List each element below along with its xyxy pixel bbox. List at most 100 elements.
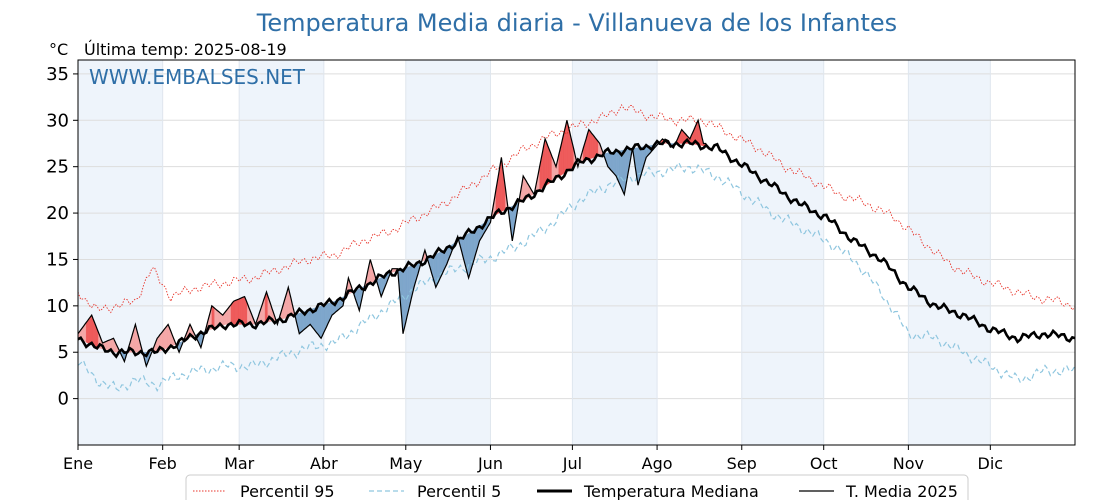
fill-above-median xyxy=(241,296,244,325)
fill-below-median xyxy=(322,304,325,336)
fill-below-median xyxy=(323,304,326,333)
fill-below-median xyxy=(320,305,323,339)
fill-below-median xyxy=(438,251,441,282)
x-tick-label-may: May xyxy=(389,454,422,473)
fill-below-median xyxy=(405,267,408,323)
fill-below-median xyxy=(318,306,320,338)
fill-below-median xyxy=(609,152,611,171)
fill-above-median xyxy=(87,318,90,344)
fill-above-median xyxy=(166,323,169,349)
fill-above-median xyxy=(228,305,230,325)
fill-above-median xyxy=(547,145,550,185)
fill-above-median xyxy=(565,120,568,173)
fill-below-median xyxy=(622,149,625,195)
x-tick-label-mar: Mar xyxy=(224,454,255,473)
series-line-p95 xyxy=(77,103,1076,314)
fill-above-median xyxy=(594,135,596,158)
unit-label: °C xyxy=(49,40,68,59)
fill-above-median xyxy=(84,321,87,343)
x-tick-label-jun: Jun xyxy=(477,454,503,473)
month-band-ene xyxy=(78,60,163,445)
x-axis: Ene Feb Mar Abr May Jun Jul Ago Sep Oct Nov Dic xyxy=(63,445,1003,473)
x-tick-label-oct: Oct xyxy=(810,454,838,473)
last-temp-label: Última temp: 2025-08-19 xyxy=(84,40,287,59)
fill-above-median xyxy=(243,296,245,325)
x-tick-label-ago: Ago xyxy=(642,454,673,473)
legend-box xyxy=(185,474,969,500)
legend-item-2025: T. Media 2025 xyxy=(799,482,958,500)
chart-title: Temperatura Media diaria - Villanueva de… xyxy=(256,9,897,37)
fill-above-median xyxy=(165,325,167,350)
fill-below-median xyxy=(615,150,618,180)
fill-below-median xyxy=(613,151,615,175)
series-line-media-2025 xyxy=(77,118,707,368)
x-tick-label-sep: Sep xyxy=(727,454,757,473)
fill-below-median xyxy=(611,151,614,174)
fill-below-median xyxy=(404,267,406,328)
fill-above-median xyxy=(588,128,591,160)
y-tick-label-25: 25 xyxy=(46,157,69,178)
x-tick-label-abr: Abr xyxy=(310,454,338,473)
y-tick-label-20: 20 xyxy=(46,203,69,224)
fill-below-median xyxy=(614,151,617,177)
fill-above-median xyxy=(107,339,110,351)
fill-above-median xyxy=(592,134,595,159)
fill-above-median xyxy=(163,327,166,350)
legend-label-2025: T. Media 2025 xyxy=(845,482,958,500)
month-bands xyxy=(78,60,991,445)
legend-label-median: Temperatura Mediana xyxy=(583,482,759,500)
x-tick-label-feb: Feb xyxy=(149,454,177,473)
fill-below-median xyxy=(299,312,301,335)
y-tick-label-15: 15 xyxy=(46,249,69,270)
y-axis: 0 5 10 15 20 25 30 35 xyxy=(46,64,78,410)
month-band-nov xyxy=(908,60,991,445)
y-tick-label-35: 35 xyxy=(46,64,69,85)
fill-above-median xyxy=(105,340,107,351)
fill-above-median xyxy=(213,306,215,329)
fill-above-median xyxy=(233,300,236,325)
month-band-jul xyxy=(572,60,658,445)
legend-label-p5: Percentil 5 xyxy=(417,482,501,500)
month-band-sep xyxy=(741,60,824,445)
fill-below-median xyxy=(300,312,303,333)
fill-above-median xyxy=(232,300,234,325)
series-lines xyxy=(77,103,1076,393)
fill-below-median xyxy=(301,311,304,332)
fill-above-median xyxy=(234,299,237,325)
fill-above-median xyxy=(162,329,165,351)
y-tick-label-30: 30 xyxy=(46,110,69,131)
fill-below-median xyxy=(468,232,471,279)
x-tick-label-nov: Nov xyxy=(893,454,924,473)
fill-above-median xyxy=(229,304,232,325)
fill-above-median xyxy=(589,130,592,160)
legend-item-p5: Percentil 5 xyxy=(369,482,501,500)
fill-above-median xyxy=(214,307,217,329)
y-tick-label-0: 0 xyxy=(58,389,69,410)
fill-above-median xyxy=(230,302,233,325)
legend-item-median: Temperatura Mediana xyxy=(537,482,759,500)
fill-below-median xyxy=(469,231,472,274)
legend-label-p95: Percentil 95 xyxy=(240,482,335,500)
fill-below-median xyxy=(319,305,322,339)
x-tick-label-ene: Ene xyxy=(63,454,93,473)
fill-below-median xyxy=(610,151,613,172)
month-band-mar xyxy=(239,60,324,445)
legend-item-p95: Percentil 95 xyxy=(193,482,335,500)
fill-above-median xyxy=(544,138,547,187)
fill-above-median xyxy=(88,316,91,345)
plot-frame xyxy=(77,59,1076,446)
fill-above-median xyxy=(566,120,569,172)
y-tick-label-10: 10 xyxy=(46,296,69,317)
fill-above-median xyxy=(548,149,551,184)
fill-below-median xyxy=(402,267,405,334)
fill-above-median xyxy=(215,308,218,328)
fill-below-median xyxy=(308,309,311,326)
legend: Percentil 95 Percentil 5 Temperatura Med… xyxy=(185,474,969,500)
fill-above-median xyxy=(591,132,594,159)
fill-below-median xyxy=(316,306,319,336)
fill-above-median xyxy=(85,320,88,344)
x-tick-label-dic: Dic xyxy=(978,454,1004,473)
series-line-p5 xyxy=(77,161,1076,393)
x-tick-label-jul: Jul xyxy=(562,454,582,473)
